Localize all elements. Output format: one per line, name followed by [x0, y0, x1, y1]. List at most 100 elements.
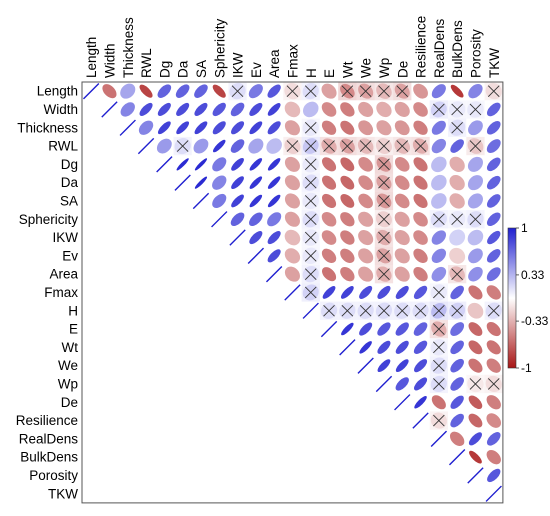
- corr-ellipse-length-resilience: [413, 83, 428, 99]
- corr-ellipse-da-fmax: [284, 175, 300, 191]
- corr-ellipse-e-tkw: [486, 322, 501, 337]
- corr-ellipse-length-thickness: [120, 83, 136, 99]
- col-label-thickness: Thickness: [121, 17, 136, 78]
- corr-ellipse-sa-sphericity: [212, 193, 227, 208]
- corr-ellipse-da-sphericity: [212, 175, 227, 190]
- corr-ellipse-da-ev: [249, 176, 263, 189]
- corr-ellipse-h-porosity: [467, 302, 484, 319]
- corr-ellipse-thickness-wt: [340, 120, 355, 135]
- col-label-dg: Dg: [157, 61, 172, 78]
- row-label-wt: Wt: [62, 340, 79, 355]
- corr-ellipse-ev-wt: [340, 248, 355, 264]
- corr-ellipse-length-sa: [194, 84, 208, 98]
- insignificant-cross-rwl-h: [304, 140, 317, 152]
- corr-ellipse-ev-porosity: [468, 248, 483, 264]
- corr-ellipse-ikw-e: [321, 230, 337, 245]
- corr-ellipse-length-area: [267, 84, 281, 98]
- insignificant-cross-sphericity-porosity: [469, 213, 482, 226]
- corr-ellipse-rwl-area: [266, 138, 282, 154]
- corr-ellipse-rwl-sphericity: [213, 139, 226, 153]
- corr-ellipse-e-bulkdens: [450, 322, 465, 336]
- corr-ellipse-realdens-tkw: [486, 432, 501, 446]
- insignificant-cross-length-ikw: [231, 85, 244, 97]
- row-label-porosity: Porosity: [29, 468, 78, 483]
- diag-mark-da-da: [174, 174, 191, 191]
- diag-mark-sa-sa: [192, 192, 210, 210]
- corr-ellipse-wt-porosity: [468, 340, 483, 355]
- corr-ellipse-width-ev: [249, 102, 263, 116]
- insignificant-cross-dg-wp: [378, 158, 390, 171]
- corr-ellipse-de-resilience: [414, 396, 427, 409]
- col-label-length: Length: [84, 37, 99, 78]
- corr-ellipse-fmax-de: [395, 285, 409, 299]
- colorbar-tick-label: -0.33: [521, 314, 549, 328]
- col-label-fmax: Fmax: [285, 44, 300, 78]
- corr-ellipse-dg-fmax: [284, 156, 300, 172]
- corr-ellipse-ev-e: [321, 248, 337, 264]
- colorbar-tick-label: -1: [521, 361, 532, 375]
- insignificant-cross-h-de: [396, 304, 409, 317]
- diag-mark-thickness-thickness: [119, 119, 136, 136]
- corr-ellipse-wt-resilience: [413, 340, 428, 355]
- corr-ellipse-fmax-porosity: [468, 285, 483, 300]
- insignificant-cross-sphericity-bulkdens: [451, 213, 463, 226]
- corr-ellipse-dg-de: [394, 157, 410, 172]
- corr-ellipse-ev-de: [394, 248, 410, 264]
- corr-ellipse-rwl-ev: [248, 138, 264, 154]
- insignificant-cross-h-wp: [378, 304, 390, 317]
- corr-ellipse-ev-bulkdens: [449, 247, 466, 264]
- corr-ellipse-thickness-sphericity: [212, 121, 226, 135]
- corr-ellipse-dg-sphericity: [212, 157, 227, 172]
- corr-ellipse-bulkdens-porosity: [469, 450, 482, 464]
- insignificant-cross-wp-tkw: [487, 378, 500, 390]
- corr-ellipse-length-e: [321, 83, 337, 99]
- diag-mark-h-h: [302, 302, 319, 319]
- corr-ellipse-sa-area: [267, 194, 281, 208]
- cells-layer: [82, 82, 503, 502]
- row-label-rwl: RWL: [48, 139, 78, 154]
- corr-ellipse-realdens-porosity: [468, 432, 482, 446]
- insignificant-cross-dg-h: [304, 158, 317, 171]
- corr-ellipse-ikw-bulkdens: [449, 229, 466, 246]
- insignificant-cross-thickness-bulkdens: [451, 121, 463, 134]
- insignificant-cross-thickness-h: [304, 121, 317, 134]
- col-label-bulkdens: BulkDens: [450, 20, 465, 78]
- insignificant-cross-width-realdens: [433, 103, 445, 116]
- corr-ellipse-da-wt: [340, 175, 355, 190]
- insignificant-cross-e-realdens: [433, 323, 445, 335]
- col-label-area: Area: [267, 49, 282, 78]
- corr-ellipse-area-resilience: [413, 266, 428, 282]
- corr-ellipse-da-sa: [194, 176, 208, 189]
- col-label-resilience: Resilience: [414, 16, 429, 78]
- corr-ellipse-thickness-realdens: [431, 120, 446, 135]
- insignificant-cross-width-bulkdens: [451, 103, 463, 116]
- insignificant-cross-length-h: [304, 85, 317, 97]
- insignificant-cross-h-wt: [341, 304, 354, 317]
- corr-ellipse-we-porosity: [468, 358, 483, 373]
- corr-ellipse-rwl-bulkdens: [450, 139, 464, 153]
- corr-ellipse-ev-realdens: [431, 248, 447, 264]
- corr-ellipse-sa-fmax: [284, 193, 300, 209]
- diag-mark-realdens-realdens: [430, 430, 448, 448]
- corr-ellipse-length-sphericity: [212, 84, 226, 98]
- col-label-sphericity: Sphericity: [212, 18, 227, 78]
- corr-ellipse-thickness-rwl: [138, 120, 154, 135]
- corr-ellipse-thickness-area: [267, 121, 281, 135]
- corr-ellipse-dg-bulkdens: [449, 156, 465, 172]
- corr-ellipse-thickness-de: [394, 120, 410, 136]
- corr-ellipse-e-wp: [377, 322, 391, 336]
- corr-ellipse-ikw-resilience: [413, 230, 428, 245]
- row-label-width: Width: [43, 102, 78, 117]
- corr-ellipse-ikw-realdens: [431, 230, 447, 245]
- insignificant-cross-da-wp: [378, 176, 390, 189]
- corr-ellipse-width-sphericity: [212, 102, 226, 117]
- corr-ellipse-width-dg: [157, 102, 171, 116]
- diag-mark-de-de: [394, 394, 411, 411]
- insignificant-cross-h-resilience: [414, 304, 427, 317]
- corr-ellipse-we-wp: [377, 359, 391, 373]
- row-label-fmax: Fmax: [44, 285, 78, 300]
- diag-mark-tkw-tkw: [485, 485, 502, 502]
- insignificant-cross-h-we: [359, 304, 372, 317]
- corr-ellipse-da-e: [322, 175, 337, 190]
- insignificant-cross-sphericity-realdens: [433, 213, 445, 226]
